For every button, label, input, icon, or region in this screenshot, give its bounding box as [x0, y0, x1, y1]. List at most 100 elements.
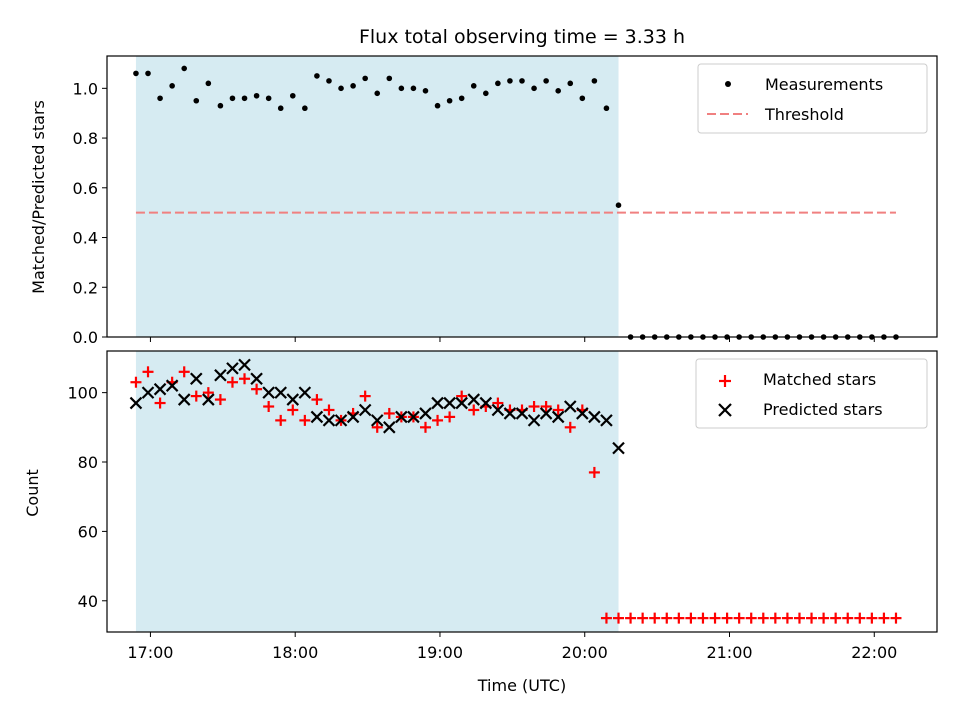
matched-star-point: [323, 404, 335, 416]
matched-star-point: [239, 373, 251, 385]
matched-star-point: [854, 612, 866, 624]
x-tick-label: 20:00: [562, 643, 608, 662]
measurement-point: [145, 70, 151, 77]
measurements-legend-label: Measurements: [765, 75, 883, 94]
measurement-point: [338, 85, 344, 92]
predicted-star-point: [588, 410, 601, 424]
bottom-y-ticks: 40 60 80 100: [67, 384, 107, 611]
predicted-star-point: [358, 403, 372, 417]
measurement-point: [567, 80, 574, 87]
predicted-star-point: [539, 407, 553, 420]
matched-star-point: [540, 401, 552, 413]
measurement-point: [157, 95, 163, 102]
predicted-star-point: [214, 369, 227, 382]
bottom-x-ticks: 17:00 18:00 19:00 20:00 21:00 22:00: [127, 632, 897, 662]
matched-star-point: [263, 401, 275, 413]
matched-star-point: [878, 612, 890, 624]
chart-title: Flux total observing time = 3.33 h: [359, 26, 685, 48]
matched-star-point: [661, 612, 673, 624]
x-tick-label: 22:00: [851, 643, 897, 662]
measurement-point: [519, 78, 525, 84]
matched-star-point: [625, 612, 637, 624]
predicted-star-point: [491, 403, 505, 417]
bottom-panel: 40 60 80 100 17:00 18:00 19:00 20:00 21:00 22:00…: [23, 350, 938, 695]
top-y-axis-label: Matched/Predicted stars: [29, 100, 48, 294]
top-y-ticks: 0.0 0.2 0.4 0.6 0.8 1.0: [73, 79, 107, 347]
matched-star-point: [697, 612, 709, 624]
predicted-star-point: [467, 393, 481, 406]
predicted-star-point: [370, 414, 384, 427]
matched-star-point: [733, 612, 745, 624]
y-tick-label: 0.2: [73, 278, 98, 297]
matched-star-point: [383, 407, 395, 419]
matched-star-point: [673, 612, 685, 624]
matched-star-point: [830, 612, 842, 624]
predicted-star-point: [262, 386, 275, 399]
matched-star-point: [866, 612, 878, 624]
bottom-y-axis-label: Count: [23, 469, 42, 517]
matched-star-point: [721, 612, 733, 624]
top-highlight-span: [135, 56, 619, 337]
predicted-star-point: [322, 414, 336, 427]
measurement-point: [422, 88, 429, 94]
predicted-star-point: [286, 393, 300, 406]
y-tick-label: 60: [78, 522, 98, 541]
predicted-star-point: [202, 393, 215, 406]
matched-star-point: [588, 466, 600, 478]
matched-star-point: [287, 404, 299, 416]
matched-star-point: [432, 414, 444, 426]
measurement-point: [133, 70, 139, 77]
measurement-point: [398, 85, 405, 92]
predicted-star-point: [165, 379, 179, 392]
matched-star-point: [202, 387, 214, 399]
matched-star-point: [769, 612, 781, 624]
measurement-point: [217, 102, 224, 109]
predicted-star-point: [189, 372, 203, 386]
measurement-point: [507, 78, 513, 84]
measurement-point: [205, 80, 212, 87]
measurement-point: [181, 65, 188, 72]
y-tick-label: 0.0: [73, 328, 98, 347]
matched-star-point: [600, 612, 612, 624]
predicted-star-point: [226, 362, 239, 375]
measurement-point: [314, 73, 320, 79]
measurement-point: [302, 105, 308, 112]
measurement-point: [603, 105, 610, 112]
matched-star-point: [806, 612, 818, 624]
matched-star-point: [637, 612, 649, 624]
matched-star-point: [613, 612, 625, 624]
measurement-point: [277, 105, 284, 112]
predicted-star-point: [383, 421, 396, 434]
matched-star-point: [214, 394, 226, 406]
measurement-point: [446, 97, 453, 104]
measurement-point: [289, 92, 296, 99]
matched-star-point: [552, 404, 564, 416]
matched-star-point: [890, 612, 902, 624]
predicted-star-point: [563, 400, 577, 413]
measurement-point: [591, 78, 598, 84]
top-axes-frame: [106, 55, 938, 338]
matched-star-point: [649, 612, 661, 624]
matched-star-point: [709, 612, 721, 624]
matched-star-point: [154, 397, 166, 409]
measurement-point: [362, 75, 368, 82]
matched-star-point: [757, 612, 769, 624]
matched-legend-label: Matched stars: [763, 370, 876, 389]
y-tick-label: 0.8: [73, 129, 98, 148]
measurement-point: [253, 92, 260, 99]
measurement-point: [615, 202, 622, 209]
predicted-legend-label: Predicted stars: [763, 400, 883, 419]
matched-star-points: [130, 366, 902, 624]
bottom-highlight-span: [135, 351, 619, 632]
matched-star-point: [178, 366, 190, 378]
measurement-point: [483, 90, 489, 97]
x-axis-label: Time (UTC): [477, 676, 566, 695]
x-tick-label: 17:00: [127, 643, 173, 662]
predicted-star-point: [551, 410, 565, 424]
x-tick-label: 18:00: [272, 643, 318, 662]
matched-star-point: [456, 390, 468, 402]
matched-star-point: [793, 612, 805, 624]
matched-star-point: [251, 383, 263, 395]
measurement-point: [531, 85, 537, 92]
predicted-star-point: [129, 396, 143, 410]
